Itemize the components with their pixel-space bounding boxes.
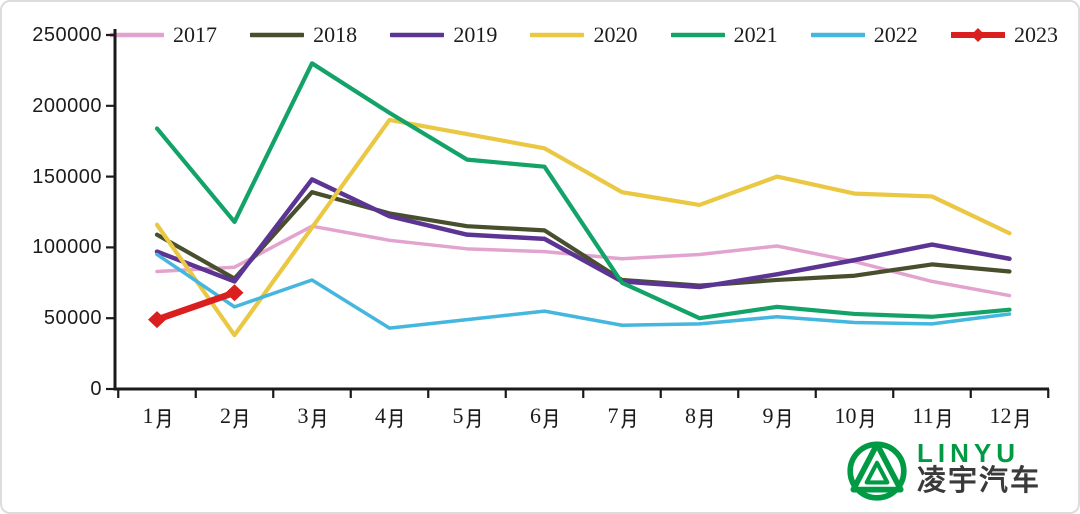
legend-item-2018: 2018: [250, 24, 357, 46]
y-tick-label: 150000: [32, 165, 102, 188]
series-line-2022: [155, 252, 1012, 330]
legend-swatch-2022: [810, 32, 865, 38]
logo-latin-text: LINYU: [917, 438, 1020, 469]
logo-text-block: LINYU 凌宇汽车: [917, 440, 1041, 498]
x-tick-label: 3: [270, 403, 354, 429]
x-tick-label: 7: [580, 403, 664, 429]
series-marker-2023: [148, 311, 166, 329]
legend-label-2021: 2021: [733, 22, 778, 47]
series-line-2019: [154, 177, 1012, 290]
legend-label-2023: 2023: [1013, 22, 1058, 47]
legend-swatch-2021: [670, 32, 725, 38]
line-chart-plot: [106, 29, 1050, 398]
legend-label-2019: 2019: [453, 22, 498, 47]
legend-item-2017: 2017: [110, 24, 217, 46]
month-character-yue-glyph: [858, 408, 873, 429]
month-character-yue-glyph: [1013, 408, 1028, 429]
legend-label-2017: 2017: [173, 22, 217, 47]
x-tick-label: 2: [193, 403, 277, 429]
legend-item-2022: 2022: [810, 22, 918, 47]
month-character-yue-glyph: [775, 408, 790, 429]
x-tick-label: 1: [115, 403, 199, 429]
x-tick-label: 5: [425, 403, 509, 429]
y-tick-label: 0: [90, 378, 102, 400]
legend-item-2019: 2019: [390, 24, 497, 46]
x-tick-label: 8: [658, 403, 742, 429]
legend-label-2022: 2022: [873, 22, 918, 47]
legend-swatch-2017: [110, 32, 164, 38]
legend-item-2021: 2021: [670, 22, 778, 47]
x-tick-label: 10: [813, 403, 897, 429]
chart-legend: 2017 2018 2019 2020 2021 2022 2023: [110, 21, 1058, 49]
x-tick-label: 6: [503, 403, 587, 429]
series-line-2018: [154, 190, 1012, 288]
linyu-logo: LINYU 凌宇汽车: [844, 435, 1041, 503]
series-marker-2023: [225, 284, 244, 302]
legend-item-2023: 2023: [950, 22, 1058, 47]
month-character-yue-glyph: [543, 408, 558, 429]
linyu-emblem-icon: [847, 441, 907, 501]
x-tick-label: 9: [735, 403, 819, 429]
series-line-2023: [153, 289, 238, 323]
month-character-yue-glyph: [310, 408, 325, 429]
logo-chinese-text: 凌宇汽车: [917, 465, 1042, 498]
x-tick-label: 11: [890, 403, 974, 429]
y-tick-label: 50000: [43, 307, 102, 330]
month-character-yue-glyph: [155, 408, 170, 429]
legend-swatch-2019: [390, 32, 445, 38]
x-tick-label: 12: [968, 403, 1052, 429]
month-character-yue-glyph: [698, 408, 713, 429]
month-character-yue-glyph: [620, 408, 635, 429]
series-line-2021: [154, 61, 1012, 321]
series-line-2020: [154, 117, 1012, 338]
y-tick-label: 200000: [32, 94, 102, 117]
legend-swatch-2020: [530, 32, 585, 38]
month-character-yue-glyph: [233, 408, 248, 429]
legend-label-2018: 2018: [313, 22, 358, 47]
legend-swatch-2018: [250, 32, 305, 38]
month-character-yue-glyph: [388, 408, 403, 429]
month-character-yue-glyph: [935, 408, 950, 429]
y-tick-label: 250000: [32, 24, 102, 46]
legend-swatch-2023: [950, 28, 1005, 42]
y-tick-label: 100000: [32, 236, 102, 259]
legend-label-2020: 2020: [593, 22, 638, 47]
month-character-yue-glyph: [465, 408, 480, 429]
legend-item-2020: 2020: [530, 24, 637, 46]
x-tick-label: 4: [348, 403, 432, 429]
